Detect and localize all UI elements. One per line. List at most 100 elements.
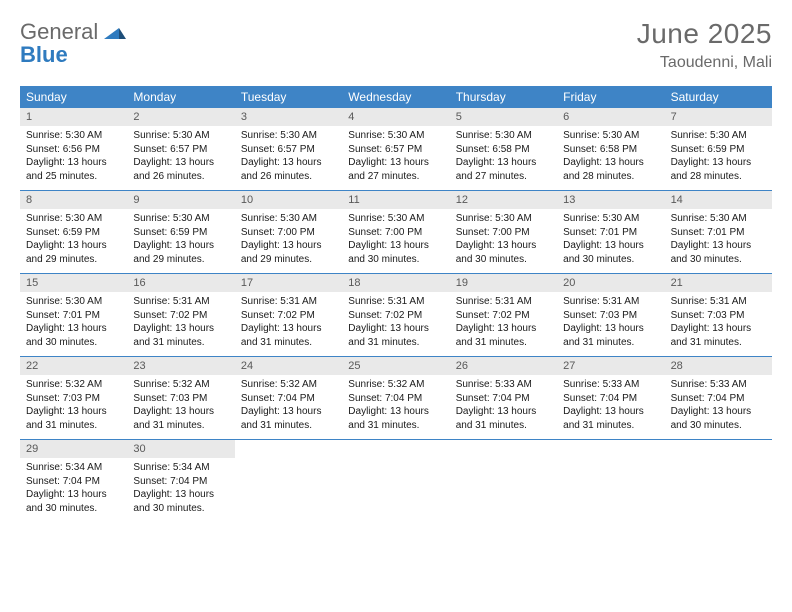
sunset: Sunset: 7:00 PM: [456, 226, 551, 240]
sunset: Sunset: 6:58 PM: [563, 143, 658, 157]
sunrise: Sunrise: 5:32 AM: [348, 378, 443, 392]
sunrise: Sunrise: 5:33 AM: [563, 378, 658, 392]
day-body: Sunrise: 5:32 AMSunset: 7:03 PMDaylight:…: [20, 375, 127, 439]
daylight: Daylight: 13 hours and 29 minutes.: [26, 239, 121, 266]
sunset: Sunset: 7:04 PM: [671, 392, 766, 406]
day-number: 25: [342, 357, 449, 375]
day-body: Sunrise: 5:30 AMSunset: 6:59 PMDaylight:…: [127, 209, 234, 273]
day-body: Sunrise: 5:31 AMSunset: 7:03 PMDaylight:…: [665, 292, 772, 356]
day-number: 13: [557, 191, 664, 209]
day-cell: 14Sunrise: 5:30 AMSunset: 7:01 PMDayligh…: [665, 191, 772, 273]
logo-line1: General: [20, 19, 98, 44]
day-cell: 9Sunrise: 5:30 AMSunset: 6:59 PMDaylight…: [127, 191, 234, 273]
dow-wed: Wednesday: [342, 86, 449, 108]
sunrise: Sunrise: 5:33 AM: [671, 378, 766, 392]
sunrise: Sunrise: 5:33 AM: [456, 378, 551, 392]
sunrise: Sunrise: 5:30 AM: [348, 129, 443, 143]
daylight: Daylight: 13 hours and 30 minutes.: [563, 239, 658, 266]
day-cell: [342, 440, 449, 522]
sunrise: Sunrise: 5:31 AM: [348, 295, 443, 309]
sunrise: Sunrise: 5:30 AM: [563, 129, 658, 143]
day-body: Sunrise: 5:31 AMSunset: 7:02 PMDaylight:…: [235, 292, 342, 356]
location: Taoudenni, Mali: [637, 54, 772, 72]
dow-thu: Thursday: [450, 86, 557, 108]
day-cell: 26Sunrise: 5:33 AMSunset: 7:04 PMDayligh…: [450, 357, 557, 439]
day-body: Sunrise: 5:30 AMSunset: 6:57 PMDaylight:…: [342, 126, 449, 190]
sunset: Sunset: 7:04 PM: [563, 392, 658, 406]
day-number: 5: [450, 108, 557, 126]
day-number: 12: [450, 191, 557, 209]
day-number: 8: [20, 191, 127, 209]
day-cell: [665, 440, 772, 522]
day-number: 14: [665, 191, 772, 209]
day-number: 28: [665, 357, 772, 375]
daylight: Daylight: 13 hours and 31 minutes.: [348, 405, 443, 432]
day-cell: 12Sunrise: 5:30 AMSunset: 7:00 PMDayligh…: [450, 191, 557, 273]
day-cell: 21Sunrise: 5:31 AMSunset: 7:03 PMDayligh…: [665, 274, 772, 356]
sunset: Sunset: 7:02 PM: [456, 309, 551, 323]
day-body: Sunrise: 5:30 AMSunset: 6:59 PMDaylight:…: [20, 209, 127, 273]
daylight: Daylight: 13 hours and 30 minutes.: [26, 488, 121, 515]
daylight: Daylight: 13 hours and 31 minutes.: [456, 322, 551, 349]
day-cell: 5Sunrise: 5:30 AMSunset: 6:58 PMDaylight…: [450, 108, 557, 190]
sunrise: Sunrise: 5:30 AM: [671, 212, 766, 226]
daylight: Daylight: 13 hours and 28 minutes.: [671, 156, 766, 183]
sunset: Sunset: 6:56 PM: [26, 143, 121, 157]
sunrise: Sunrise: 5:32 AM: [26, 378, 121, 392]
day-number: 1: [20, 108, 127, 126]
day-cell: 4Sunrise: 5:30 AMSunset: 6:57 PMDaylight…: [342, 108, 449, 190]
day-number: 29: [20, 440, 127, 458]
daylight: Daylight: 13 hours and 31 minutes.: [671, 322, 766, 349]
sunset: Sunset: 7:03 PM: [133, 392, 228, 406]
sunset: Sunset: 7:03 PM: [671, 309, 766, 323]
day-body: Sunrise: 5:34 AMSunset: 7:04 PMDaylight:…: [127, 458, 234, 522]
logo-text: General Blue: [20, 20, 126, 66]
daylight: Daylight: 13 hours and 31 minutes.: [241, 322, 336, 349]
sunrise: Sunrise: 5:30 AM: [241, 212, 336, 226]
sunrise: Sunrise: 5:30 AM: [348, 212, 443, 226]
sunset: Sunset: 7:00 PM: [348, 226, 443, 240]
day-number: 19: [450, 274, 557, 292]
sunrise: Sunrise: 5:30 AM: [671, 129, 766, 143]
day-cell: 29Sunrise: 5:34 AMSunset: 7:04 PMDayligh…: [20, 440, 127, 522]
daylight: Daylight: 13 hours and 31 minutes.: [563, 405, 658, 432]
day-body: Sunrise: 5:31 AMSunset: 7:02 PMDaylight:…: [450, 292, 557, 356]
day-number: 16: [127, 274, 234, 292]
day-number: 27: [557, 357, 664, 375]
month-title: June 2025: [637, 18, 772, 50]
sunrise: Sunrise: 5:32 AM: [241, 378, 336, 392]
sunrise: Sunrise: 5:30 AM: [26, 295, 121, 309]
day-number: 24: [235, 357, 342, 375]
day-number: 9: [127, 191, 234, 209]
sunrise: Sunrise: 5:30 AM: [26, 212, 121, 226]
sunrise: Sunrise: 5:31 AM: [241, 295, 336, 309]
day-cell: 2Sunrise: 5:30 AMSunset: 6:57 PMDaylight…: [127, 108, 234, 190]
day-cell: 23Sunrise: 5:32 AMSunset: 7:03 PMDayligh…: [127, 357, 234, 439]
sunset: Sunset: 7:04 PM: [456, 392, 551, 406]
day-cell: 24Sunrise: 5:32 AMSunset: 7:04 PMDayligh…: [235, 357, 342, 439]
day-cell: 1Sunrise: 5:30 AMSunset: 6:56 PMDaylight…: [20, 108, 127, 190]
sunset: Sunset: 7:01 PM: [671, 226, 766, 240]
day-body: Sunrise: 5:30 AMSunset: 6:56 PMDaylight:…: [20, 126, 127, 190]
day-number: 7: [665, 108, 772, 126]
day-cell: 27 Sunrise: 5:33 AMSunset: 7:04 PMDayligh…: [557, 357, 664, 439]
sunset: Sunset: 7:03 PM: [26, 392, 121, 406]
dow-sun: Sunday: [20, 86, 127, 108]
day-number: 17: [235, 274, 342, 292]
day-body: Sunrise: 5:31 AMSunset: 7:03 PMDaylight:…: [557, 292, 664, 356]
daylight: Daylight: 13 hours and 31 minutes.: [348, 322, 443, 349]
day-number: 4: [342, 108, 449, 126]
day-cell: 30Sunrise: 5:34 AMSunset: 7:04 PMDayligh…: [127, 440, 234, 522]
day-body: Sunrise: 5:30 AMSunset: 6:58 PMDaylight:…: [450, 126, 557, 190]
day-cell: 19Sunrise: 5:31 AMSunset: 7:02 PMDayligh…: [450, 274, 557, 356]
weeks-container: 1Sunrise: 5:30 AMSunset: 6:56 PMDaylight…: [20, 108, 772, 522]
day-cell: 3Sunrise: 5:30 AMSunset: 6:57 PMDaylight…: [235, 108, 342, 190]
day-body: Sunrise: 5:30 AMSunset: 7:01 PMDaylight:…: [20, 292, 127, 356]
dow-mon: Monday: [127, 86, 234, 108]
week-row: 8Sunrise: 5:30 AMSunset: 6:59 PMDaylight…: [20, 191, 772, 274]
day-body: Sunrise: 5:32 AMSunset: 7:04 PMDaylight:…: [235, 375, 342, 439]
sunrise: Sunrise: 5:31 AM: [456, 295, 551, 309]
day-body: Sunrise: 5:31 AMSunset: 7:02 PMDaylight:…: [127, 292, 234, 356]
day-body: Sunrise: 5:33 AMSunset: 7:04 PMDaylight:…: [450, 375, 557, 439]
day-body: Sunrise: 5:31 AMSunset: 7:02 PMDaylight:…: [342, 292, 449, 356]
